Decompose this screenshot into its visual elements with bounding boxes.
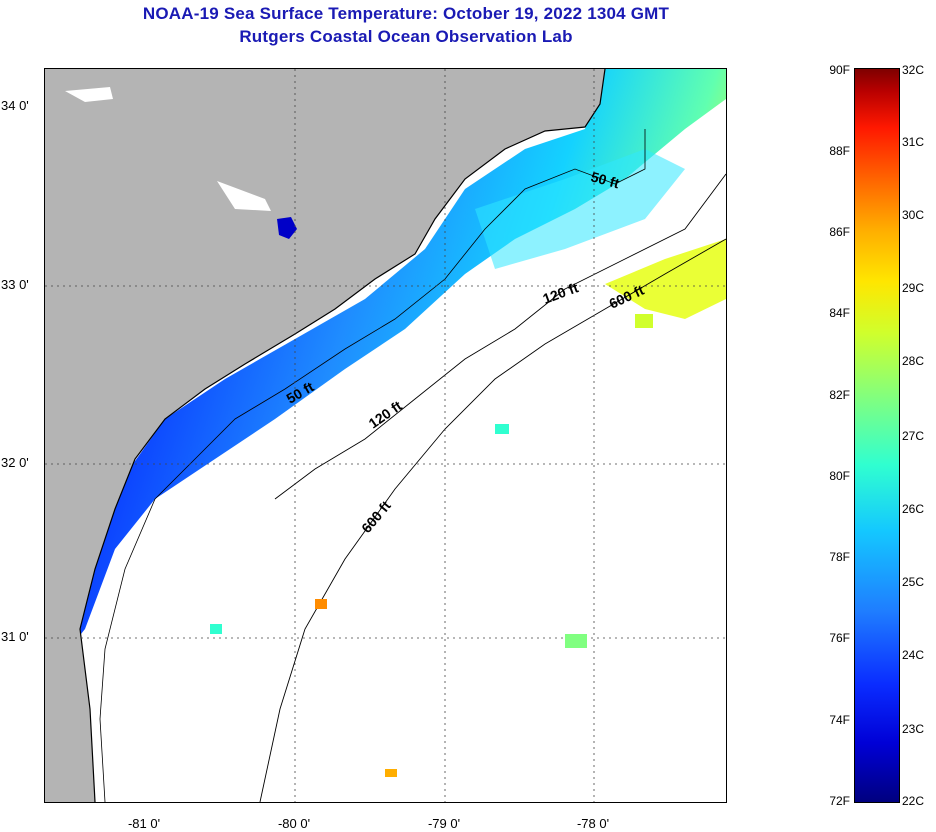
contour-label: 120 ft [366,397,405,431]
inland-lake [277,217,297,239]
land-mass [45,69,605,802]
sst-cyan-patch [475,149,685,269]
colorbar-c-label: 26C [902,502,925,516]
sst-map[interactable]: 50 ft 50 ft 120 ft 120 ft 600 ft 600 ft [44,68,727,803]
title-line-2: Rutgers Coastal Ocean Observation Lab [239,27,573,46]
inland-marsh [65,87,113,102]
sst-speckle [495,424,509,434]
lat-label: 32 0' [1,455,29,470]
contour-label: 600 ft [358,497,394,536]
lat-label: 31 0' [1,629,29,644]
colorbar-c-label: 29C [902,281,925,295]
colorbar-c-label: 22C [902,794,925,808]
contour-50ft [99,129,646,802]
contour-label: 50 ft [589,168,621,191]
lat-label: 34 0' [1,98,29,113]
sst-speckle [635,314,653,328]
colorbar [854,68,900,803]
sst-speckle [565,634,587,648]
colorbar-c-label: 23C [902,722,925,736]
colorbar-f-label: 86F [829,225,850,239]
colorbar-c-label: 31C [902,135,925,149]
sst-speckle [385,769,397,777]
lat-label: 33 0' [1,277,29,292]
colorbar-f-label: 74F [829,713,850,727]
lon-label: -81 0' [127,816,161,831]
sst-speckle [315,599,327,609]
map-canvas: 50 ft 50 ft 120 ft 120 ft 600 ft 600 ft [45,69,726,802]
lon-label: -80 0' [277,816,311,831]
colorbar-c-label: 25C [902,575,925,589]
sst-field [45,69,726,802]
colorbar-f-label: 76F [829,631,850,645]
colorbar-c-label: 30C [902,208,925,222]
contour-label: 120 ft [541,279,581,307]
sst-speckle [210,624,222,634]
colorbar-c-label: 27C [902,429,925,443]
colorbar-f-label: 88F [829,144,850,158]
lon-label: -78 0' [576,816,610,831]
colorbar-f-label: 78F [829,550,850,564]
colorbar-c-label: 24C [902,648,925,662]
title-line-1: NOAA-19 Sea Surface Temperature: October… [142,4,670,23]
inland-marsh-2 [217,181,271,211]
colorbar-f-label: 82F [829,388,850,402]
sst-warm-patch [605,239,726,319]
contour-120ft [274,173,726,500]
lon-label: -79 0' [427,816,461,831]
colorbar-f-label: 90F [829,63,850,77]
colorbar-f-label: 84F [829,306,850,320]
colorbar-f-label: 72F [829,794,850,808]
colorbar-c-label: 32C [902,63,925,77]
colorbar-c-label: 28C [902,354,925,368]
colorbar-f-label: 80F [829,469,850,483]
coastline [79,69,606,802]
